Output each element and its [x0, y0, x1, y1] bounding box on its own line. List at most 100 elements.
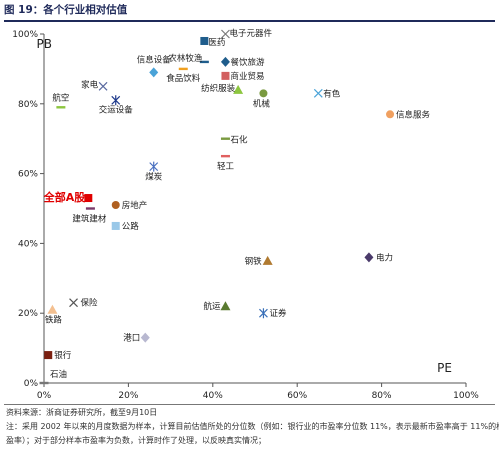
x-tick-label: 80%	[372, 391, 392, 401]
y-axis-label: PB	[37, 37, 52, 51]
point-marker	[220, 56, 230, 67]
point-marker	[149, 161, 159, 172]
point-marker	[84, 194, 93, 203]
point-label: 食品饮料	[166, 73, 201, 84]
data-point: 轻工	[217, 154, 235, 172]
point-label: 石化	[230, 135, 248, 146]
point-label: 银行	[54, 350, 72, 361]
point-marker	[221, 29, 230, 39]
source-text: 资料来源：浙商证券研究所，截至9月10日	[6, 408, 158, 417]
point-marker	[39, 381, 49, 385]
point-marker	[69, 298, 78, 308]
point-label: 医药	[208, 37, 225, 48]
point-label: 农林牧渔	[168, 53, 203, 64]
axis-ticks: 0% 20% 40% 60% 80% 100% 0% 20% 40% 60% 80% 100%	[12, 30, 479, 401]
point-marker	[313, 88, 323, 98]
data-point: 农林牧渔	[168, 53, 209, 64]
data-point: 港口	[123, 332, 150, 344]
data-point: 纺织服装	[201, 83, 244, 94]
data-point: 航运	[203, 301, 231, 312]
point-marker	[199, 60, 209, 64]
source-rule	[4, 404, 495, 405]
point-label: 机械	[253, 98, 271, 109]
point-label: 港口	[123, 333, 140, 344]
point-marker	[262, 255, 273, 265]
point-marker	[140, 332, 150, 343]
data-point: 公路	[111, 221, 140, 232]
x-tick-label: 20%	[118, 391, 138, 401]
point-label: 航运	[203, 301, 221, 312]
x-tick-label: 0%	[37, 391, 52, 401]
point-label: 钢铁	[245, 256, 263, 267]
point-label: 信息设备	[137, 54, 172, 65]
point-marker	[149, 67, 159, 78]
data-point: 石化	[220, 135, 248, 146]
point-label: 建筑建材	[72, 214, 107, 225]
data-point: 银行	[44, 350, 72, 361]
point-label: 煤炭	[145, 172, 163, 183]
point-marker	[85, 207, 95, 210]
data-point: 证券	[259, 308, 287, 319]
title-rule	[4, 20, 495, 22]
point-label: 有色	[323, 88, 341, 99]
point-marker	[178, 67, 188, 71]
point-marker	[386, 110, 395, 119]
data-point: 钢铁	[245, 255, 273, 267]
x-axis-label: PE	[437, 361, 452, 375]
point-label: 轻工	[217, 161, 235, 172]
point-label: 餐饮旅游	[230, 57, 265, 68]
point-marker	[221, 71, 230, 80]
data-point: 商业贸易	[221, 71, 264, 82]
y-tick-label: 20%	[18, 309, 38, 319]
point-marker	[259, 308, 268, 319]
chart-axes	[43, 34, 466, 384]
point-marker	[111, 221, 120, 230]
y-tick-label: 80%	[18, 100, 38, 110]
data-point: 食品饮料	[166, 67, 201, 84]
point-marker	[111, 95, 121, 106]
point-label: 房地产	[122, 200, 148, 211]
data-point: 电力	[364, 252, 393, 263]
data-point: 有色	[313, 88, 341, 99]
figure-title: 图 19：各个行业相对估值	[4, 4, 128, 16]
data-point: 信息服务	[386, 109, 431, 120]
data-point: 餐饮旅游	[220, 56, 265, 68]
data-point: 家电	[81, 79, 108, 91]
point-marker	[220, 154, 230, 158]
x-tick-label: 60%	[287, 391, 307, 401]
point-label: 家电	[81, 79, 99, 90]
x-tick-label: 40%	[203, 391, 223, 401]
data-point: 信息设备	[137, 54, 172, 78]
data-point: 建筑建材	[72, 207, 107, 225]
data-point: 房地产	[111, 200, 148, 211]
point-marker	[111, 201, 120, 210]
point-marker	[364, 252, 374, 263]
point-marker	[200, 36, 209, 45]
data-point: 石油	[39, 369, 67, 385]
data-point: 航空	[52, 92, 69, 109]
point-label: 铁路	[45, 315, 63, 326]
point-label: 电力	[376, 252, 393, 263]
point-marker	[259, 89, 268, 98]
y-tick-label: 40%	[18, 239, 38, 249]
x-tick-label: 100%	[453, 391, 479, 401]
note-line-1: 注：采用 2002 年以来的月度数据为样本，计算目前估值所处的分位数（例如：银行…	[6, 422, 499, 431]
data-point: 医药	[200, 36, 225, 48]
data-point: 全部A股	[43, 190, 93, 204]
point-label: 电子元器件	[229, 28, 272, 39]
point-marker	[233, 84, 244, 94]
point-label: 航空	[52, 92, 69, 103]
point-label: 交运设备	[99, 104, 134, 115]
point-label: 石油	[50, 369, 67, 380]
y-tick-label: 0%	[24, 379, 39, 389]
point-marker	[98, 81, 108, 91]
point-label: 商业贸易	[230, 71, 264, 82]
data-point: 机械	[253, 89, 271, 109]
data-point: 电子元器件	[221, 28, 272, 39]
scatter-chart: PB PE 0% 20% 40% 60% 80% 100% 0% 20% 40% 60% 80% 10…	[12, 28, 479, 401]
y-tick-label: 60%	[18, 170, 38, 180]
point-marker	[44, 351, 53, 360]
point-marker	[47, 304, 58, 314]
point-marker	[56, 106, 66, 109]
point-label: 公路	[122, 221, 140, 232]
